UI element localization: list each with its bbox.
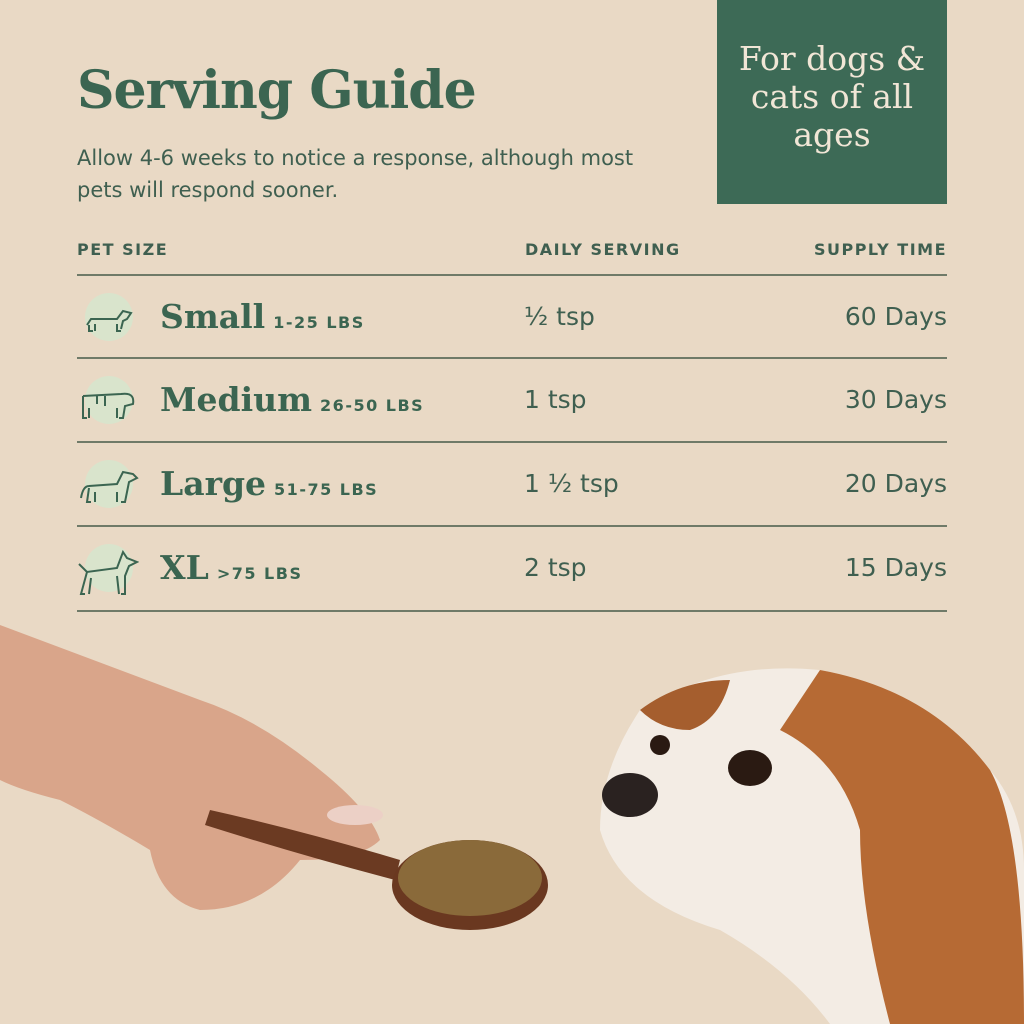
divider	[77, 610, 947, 612]
divider	[77, 274, 947, 276]
column-header-pet-size: PET SIZE	[77, 240, 169, 259]
daily-serving: 1 ½ tsp	[524, 469, 619, 498]
column-header-daily-serving: DAILY SERVING	[525, 240, 681, 259]
doberman-icon	[77, 542, 139, 598]
badge-text: For dogs & cats of all ages	[738, 39, 926, 154]
size-label: XL	[160, 548, 209, 587]
size-label: Small	[160, 297, 266, 336]
retriever-icon	[77, 458, 139, 514]
daily-serving: 2 tsp	[524, 553, 587, 582]
divider	[77, 525, 947, 527]
weight-range: >75 LBS	[216, 564, 303, 583]
weight-range: 51-75 LBS	[274, 480, 379, 499]
supply-time: 20 Days	[844, 469, 947, 498]
size-label: Medium	[160, 380, 313, 419]
dachshund-icon	[77, 291, 139, 347]
divider	[77, 357, 947, 359]
table-row: Small 1-25 LBS ½ tsp 60 Days	[77, 277, 947, 359]
size-label: Large	[160, 464, 267, 503]
spoon-image	[205, 810, 548, 930]
subtitle: Allow 4-6 weeks to notice a response, al…	[77, 146, 634, 202]
supply-time: 30 Days	[844, 385, 947, 414]
table-row: XL >75 LBS 2 tsp 15 Days	[77, 528, 947, 610]
audience-badge: For dogs & cats of all ages	[717, 0, 947, 204]
dog-image	[600, 668, 1024, 1024]
daily-serving: 1 tsp	[524, 385, 587, 414]
supply-time: 15 Days	[844, 553, 947, 582]
weight-range: 1-25 LBS	[273, 313, 365, 332]
daily-serving: ½ tsp	[524, 302, 595, 331]
hand-image	[0, 625, 383, 910]
table-row: Medium 26-50 LBS 1 tsp 30 Days	[77, 360, 947, 442]
supply-time: 60 Days	[844, 302, 947, 331]
table-row: Large 51-75 LBS 1 ½ tsp 20 Days	[77, 444, 947, 526]
column-header-supply-time: SUPPLY TIME	[813, 240, 947, 259]
weight-range: 26-50 LBS	[320, 396, 425, 415]
divider	[77, 441, 947, 443]
hand-spoon-dog-photo	[0, 625, 1024, 1024]
bulldog-icon	[77, 374, 139, 430]
page-title: Serving Guide	[77, 60, 477, 121]
